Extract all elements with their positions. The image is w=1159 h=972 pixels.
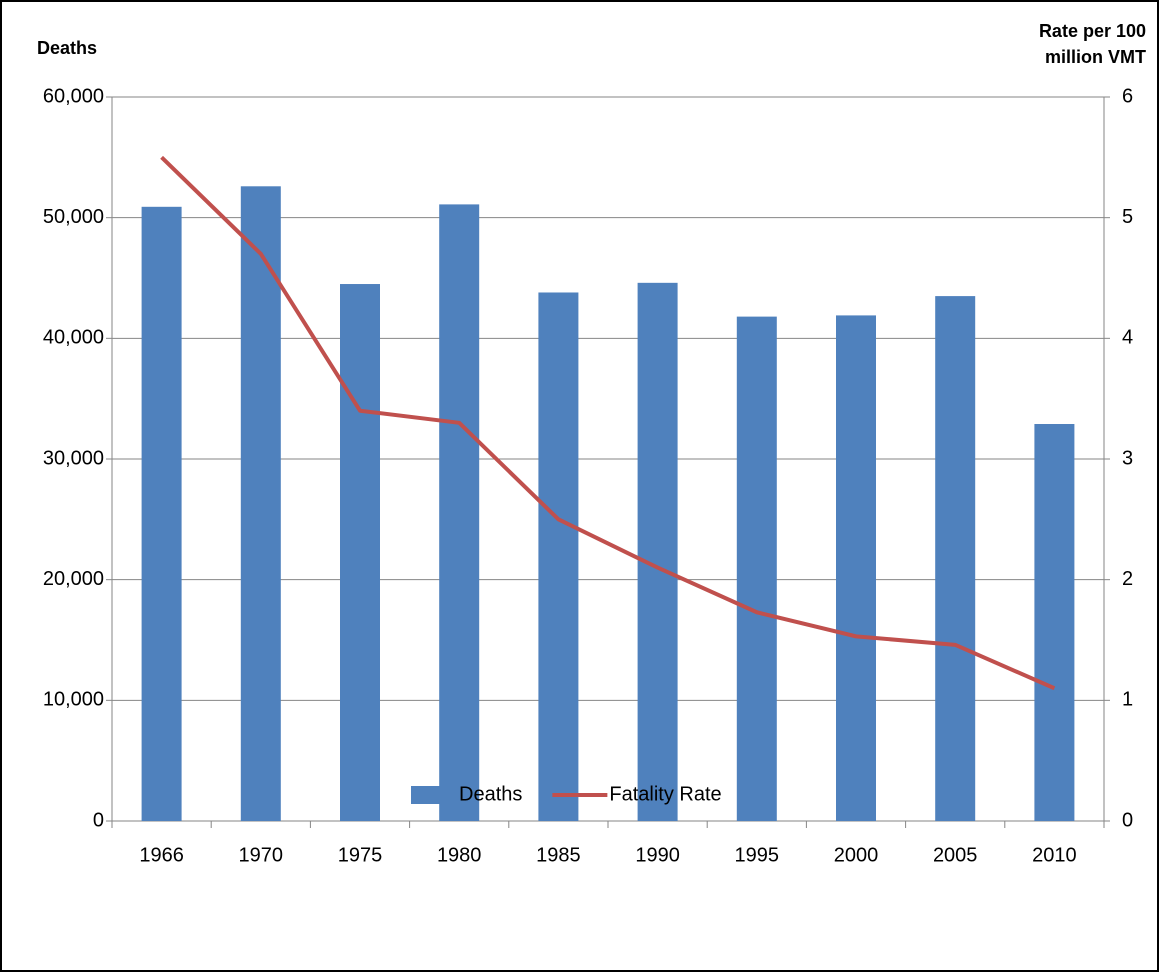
bar [736,316,777,821]
line [160,155,1056,691]
x-tick-label: 2005 [933,844,978,866]
bar [141,206,182,822]
bar [240,186,281,821]
y-tick-label: 10,000 [43,689,104,711]
bar [935,296,976,822]
bar [340,284,380,821]
bar [439,204,480,822]
legend-swatch [411,786,455,804]
bar [538,292,579,822]
x-tick-label: 1970 [239,844,284,866]
x-tick-label: 2010 [1032,844,1077,866]
x-tick-label: 1995 [735,844,780,866]
y2-tick-label: 1 [1122,689,1133,711]
bar [1034,424,1075,821]
x-tick-label: 1985 [536,844,581,866]
y2-tick-label: 2 [1122,568,1133,590]
y-axis-title: Deaths [37,38,98,58]
y2-tick-label: 0 [1122,809,1133,831]
y-tick-label: 40,000 [43,327,104,349]
legend-label: Fatality Rate [609,783,721,805]
x-tick-label: 1990 [635,844,680,866]
y2-tick-label: 3 [1122,447,1133,469]
x-tick-label: 1975 [338,844,383,866]
y2-tick-label: 5 [1122,206,1133,228]
legend-label: Deaths [459,783,522,805]
bar [836,315,876,821]
x-tick-label: 1966 [139,844,184,866]
y-tick-label: 20,000 [43,568,104,590]
y-tick-label: 0 [93,809,104,831]
y-tick-label: 50,000 [43,206,104,228]
bar [637,282,678,821]
x-tick-label: 1980 [437,844,482,866]
y2-axis-title: Rate per 100 million VMT [1038,21,1146,67]
y2-tick-label: 6 [1122,85,1133,107]
y-tick-label: 60,000 [43,85,104,107]
x-tick-label: 2000 [834,844,879,866]
y-tick-label: 30,000 [43,447,104,469]
y2-tick-label: 4 [1122,327,1133,349]
